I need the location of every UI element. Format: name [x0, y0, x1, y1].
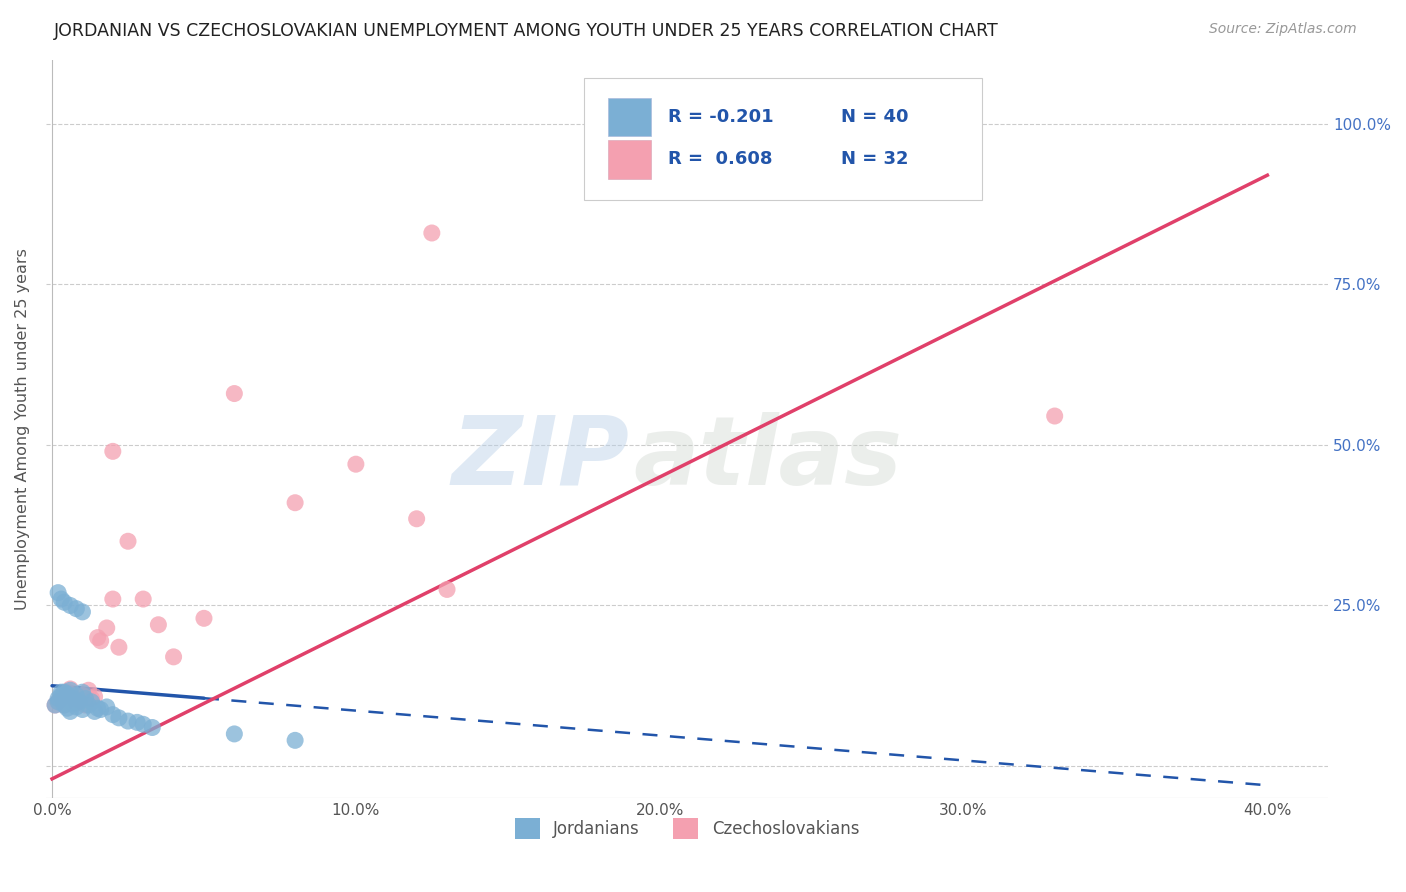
- Point: [96, 621, 118, 635]
- Point: [284, 733, 307, 747]
- Point: [405, 512, 427, 526]
- Point: [46, 695, 69, 709]
- Point: [59, 683, 82, 698]
- Point: [141, 721, 163, 735]
- Point: [56, 687, 79, 701]
- FancyBboxPatch shape: [585, 78, 981, 200]
- Point: [284, 496, 307, 510]
- Point: [108, 640, 131, 655]
- Point: [62, 690, 84, 704]
- Point: [72, 605, 94, 619]
- Point: [77, 683, 100, 698]
- Point: [344, 457, 367, 471]
- Point: [59, 705, 82, 719]
- Point: [72, 685, 94, 699]
- Point: [59, 681, 82, 696]
- Text: R = -0.201: R = -0.201: [668, 108, 773, 126]
- Text: Source: ZipAtlas.com: Source: ZipAtlas.com: [1209, 22, 1357, 37]
- Point: [51, 592, 73, 607]
- Point: [72, 702, 94, 716]
- Text: ZIP: ZIP: [451, 412, 630, 505]
- Point: [132, 717, 155, 731]
- Point: [86, 631, 108, 645]
- Point: [148, 617, 170, 632]
- Point: [53, 698, 76, 712]
- Text: N = 40: N = 40: [841, 108, 908, 126]
- Point: [53, 685, 76, 699]
- Text: N = 32: N = 32: [841, 151, 908, 169]
- Point: [86, 701, 108, 715]
- Point: [80, 695, 103, 709]
- Point: [67, 693, 90, 707]
- Point: [80, 691, 103, 706]
- Point: [75, 698, 97, 712]
- Point: [59, 599, 82, 613]
- Point: [101, 707, 124, 722]
- Point: [75, 691, 97, 706]
- Point: [83, 705, 105, 719]
- Point: [56, 701, 79, 715]
- Point: [90, 702, 112, 716]
- Point: [83, 690, 105, 704]
- Point: [62, 696, 84, 710]
- Point: [44, 698, 66, 712]
- Point: [46, 585, 69, 599]
- Point: [132, 592, 155, 607]
- Point: [224, 386, 246, 401]
- Point: [56, 685, 79, 699]
- Point: [53, 595, 76, 609]
- Point: [101, 444, 124, 458]
- Point: [65, 696, 87, 710]
- FancyBboxPatch shape: [607, 140, 651, 178]
- Point: [77, 698, 100, 712]
- Point: [53, 698, 76, 712]
- Point: [44, 698, 66, 712]
- Text: atlas: atlas: [633, 412, 903, 505]
- Point: [436, 582, 458, 597]
- Point: [65, 689, 87, 703]
- Point: [56, 690, 79, 704]
- FancyBboxPatch shape: [607, 98, 651, 136]
- Point: [224, 727, 246, 741]
- Point: [1043, 409, 1066, 423]
- Point: [65, 700, 87, 714]
- Point: [162, 649, 184, 664]
- Legend: Jordanians, Czechoslovakians: Jordanians, Czechoslovakians: [508, 812, 866, 846]
- Point: [127, 715, 149, 730]
- Point: [51, 691, 73, 706]
- Point: [62, 691, 84, 706]
- Text: JORDANIAN VS CZECHOSLOVAKIAN UNEMPLOYMENT AMONG YOUTH UNDER 25 YEARS CORRELATION: JORDANIAN VS CZECHOSLOVAKIAN UNEMPLOYMEN…: [53, 22, 998, 40]
- Point: [46, 691, 69, 706]
- Point: [420, 226, 443, 240]
- Point: [51, 685, 73, 699]
- Point: [117, 714, 139, 728]
- Point: [101, 592, 124, 607]
- Y-axis label: Unemployment Among Youth under 25 years: Unemployment Among Youth under 25 years: [15, 248, 30, 610]
- Point: [51, 689, 73, 703]
- Point: [46, 695, 69, 709]
- Point: [90, 633, 112, 648]
- Point: [193, 611, 215, 625]
- Point: [67, 695, 90, 709]
- Text: R =  0.608: R = 0.608: [668, 151, 772, 169]
- Point: [65, 601, 87, 615]
- Point: [117, 534, 139, 549]
- Point: [96, 700, 118, 714]
- Point: [108, 711, 131, 725]
- Point: [72, 689, 94, 703]
